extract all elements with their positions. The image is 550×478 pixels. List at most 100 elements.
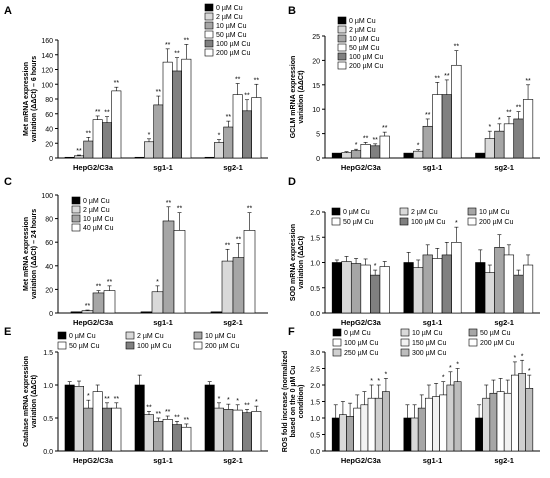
y-axis-label: Met mRNA expressionvariation (ΔΔCt) – 6 … xyxy=(23,56,38,142)
y-tick-label: 80 xyxy=(45,97,53,104)
x-tick-label: sg1-1 xyxy=(423,163,443,172)
legend-swatch xyxy=(193,341,203,350)
y-tick-label: 120 xyxy=(41,68,53,75)
x-tick-label: sg2-1 xyxy=(223,456,243,465)
significance-label: * xyxy=(227,397,230,404)
legend-swatch xyxy=(71,223,81,232)
significance-label: * xyxy=(87,393,90,400)
legend-swatch xyxy=(337,25,347,34)
y-axis-label-line: variation (ΔΔCt) xyxy=(298,70,305,123)
significance-label: ** xyxy=(363,135,369,142)
panel-letter: A xyxy=(4,5,12,17)
bar xyxy=(475,417,483,452)
legend-label: 0 µM Cu xyxy=(349,18,376,25)
y-tick-label: 1.5 xyxy=(310,235,320,242)
bar xyxy=(92,119,103,159)
legend-label: 300 µM Cu xyxy=(412,350,446,357)
bar xyxy=(370,145,381,159)
legend-swatch xyxy=(125,331,135,340)
significance-label: * xyxy=(370,378,373,385)
bar xyxy=(484,272,495,314)
legend-label: 0 µM Cu xyxy=(216,5,243,12)
x-tick-label: sg2-1 xyxy=(223,163,243,172)
y-tick-label: 0.0 xyxy=(310,311,320,318)
y-tick-label: 20 xyxy=(312,58,320,65)
x-tick-label: sg2-1 xyxy=(494,163,514,172)
significance-label: * xyxy=(374,263,377,270)
bar xyxy=(503,123,515,159)
legend-label: 2 µM Cu xyxy=(83,207,110,214)
legend-swatch xyxy=(204,39,214,48)
panel-letter: E xyxy=(4,326,11,338)
x-tick-label: HepG2/C3a xyxy=(341,318,382,327)
significance-label: * xyxy=(385,371,388,378)
legend-label: 100 µM Cu xyxy=(216,41,250,48)
significance-label: ** xyxy=(382,125,388,132)
legend-swatch xyxy=(125,341,135,350)
x-tick-label: sg2-1 xyxy=(494,456,514,465)
bar xyxy=(360,264,371,314)
legend-label: 10 µM Cu xyxy=(205,333,236,340)
bar xyxy=(451,64,462,159)
legend-label: 2 µM Cu xyxy=(411,209,438,216)
bar xyxy=(331,152,343,159)
bar xyxy=(64,156,75,159)
bar xyxy=(522,99,534,159)
legend-swatch xyxy=(332,328,342,337)
bar xyxy=(350,263,362,314)
bar xyxy=(134,156,145,159)
bar xyxy=(81,310,94,314)
legend-swatch xyxy=(331,207,341,216)
significance-label: ** xyxy=(516,105,522,112)
bar xyxy=(503,392,512,452)
legend-label: 50 µM Cu xyxy=(349,45,380,52)
bar xyxy=(441,254,452,314)
bar xyxy=(513,274,524,314)
y-axis-label: Met mRNA expressionvariation (ΔΔCt) – 24… xyxy=(23,209,38,299)
legend-label: 0 µM Cu xyxy=(83,198,110,205)
bar xyxy=(522,264,534,314)
bar xyxy=(350,150,362,159)
legend-label: 0 µM Cu xyxy=(344,330,371,337)
bar xyxy=(204,384,215,452)
significance-label: * xyxy=(255,399,258,406)
legend-label: 40 µM Cu xyxy=(83,225,114,232)
significance-label: ** xyxy=(85,303,91,310)
x-tick-label: HepG2/C3a xyxy=(73,163,114,172)
bar xyxy=(232,409,243,452)
y-axis-label-line: Met mRNA expression xyxy=(23,217,30,291)
bar xyxy=(382,391,390,452)
legend-swatch xyxy=(467,217,477,226)
panel-C: C 0 20 40 60 80 100 Met mRNA expressionvariatio… xyxy=(4,176,268,327)
bar xyxy=(422,254,433,314)
bar xyxy=(439,394,448,452)
significance-label: * xyxy=(218,133,221,140)
bar xyxy=(374,397,383,452)
y-tick-label: 1.5 xyxy=(310,400,320,407)
y-axis-label-line: SOD mRNA expression xyxy=(290,224,297,301)
x-tick-label: HepG2/C3a xyxy=(73,456,114,465)
bar xyxy=(503,254,515,314)
legend-swatch xyxy=(399,217,409,226)
legend-label: 100 µM Cu xyxy=(344,340,378,347)
bar xyxy=(403,262,414,314)
y-tick-label: 10 xyxy=(312,107,320,114)
significance-label: ** xyxy=(244,402,250,409)
bar xyxy=(353,407,362,452)
significance-label: ** xyxy=(107,279,113,286)
bar xyxy=(379,135,390,159)
bar xyxy=(144,141,154,159)
legend-swatch xyxy=(337,16,347,25)
y-tick-label: 40 xyxy=(45,264,53,271)
legend-label: 10 µM Cu xyxy=(349,36,380,43)
x-tick-label: HepG2/C3a xyxy=(73,318,114,327)
legend-label: 100 µM Cu xyxy=(137,343,171,350)
legend-label: 2 µM Cu xyxy=(216,14,243,21)
panel-letter: D xyxy=(288,176,296,188)
legend-label: 100 µM Cu xyxy=(411,219,445,226)
y-axis-label: GCLM mRNA expressionvariation (ΔΔCt) xyxy=(290,56,305,139)
y-tick-label: 20 xyxy=(45,287,53,294)
significance-label: * xyxy=(498,117,501,124)
y-tick-label: 0.0 xyxy=(43,449,53,456)
bar xyxy=(214,407,224,452)
